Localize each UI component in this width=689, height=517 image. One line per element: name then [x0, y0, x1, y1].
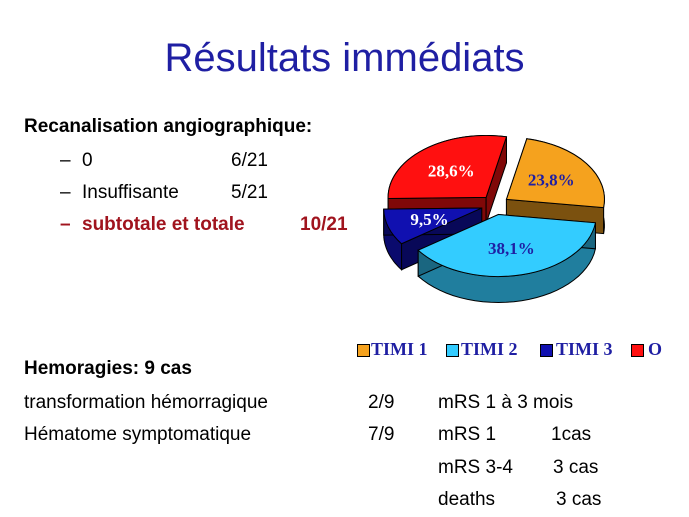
recan-item-label: 0 [82, 150, 93, 171]
hemo-row-label: transformation hémorragique [24, 392, 268, 413]
recan-item-label: Insuffisante [82, 182, 179, 203]
pie-slice-top [505, 138, 605, 209]
pie-data-label: 38,1% [488, 239, 535, 258]
bullet-dash: – [60, 214, 71, 235]
hemorragies-heading: Hemoragies: 9 cas [24, 358, 192, 379]
outcome-label: mRS 3-4 [438, 457, 513, 478]
legend-swatch-timi2 [446, 344, 459, 357]
legend-swatch-timi3 [540, 344, 553, 357]
pie-data-label: 23,8% [528, 170, 575, 189]
pie-slice-top [417, 214, 597, 277]
pie-slice-top [387, 135, 508, 199]
pie-chart: 23,8% 38,1% 9,5% 28,6% [383, 135, 605, 304]
legend-label-o: O [648, 339, 663, 359]
recan-item-value: 6/21 [231, 150, 268, 171]
legend-swatch-o [631, 344, 644, 357]
hemo-row-note: mRS 1 à 3 mois [438, 392, 574, 413]
recanalisation-heading: Recanalisation angiographique: [24, 116, 313, 137]
hemo-row-value: 7/9 [368, 424, 395, 445]
hemo-row-note: mRS 1 [438, 424, 497, 445]
recan-item-value: 10/21 [300, 214, 348, 235]
hemo-row-value: 2/9 [368, 392, 395, 413]
legend-swatch-timi1 [357, 344, 370, 357]
pie-slice-timi3 [383, 207, 483, 271]
bullet-dash: – [60, 182, 71, 203]
outcome-label: deaths [438, 489, 496, 510]
legend-label-timi1: TIMI 1 [371, 339, 428, 359]
recan-item-value: 5/21 [231, 182, 268, 203]
hemo-row-count: 1cas [551, 424, 592, 445]
slide-title: Résultats immédiats [164, 36, 525, 80]
recan-item-label: subtotale et totale [82, 214, 245, 235]
pie-slice-top [383, 207, 482, 245]
legend-label-timi3: TIMI 3 [556, 339, 613, 359]
outcome-value: 3 cas [556, 489, 602, 510]
hemo-row-label: Hématome symptomatique [24, 424, 252, 445]
bullet-dash: – [60, 150, 71, 171]
outcome-value: 3 cas [553, 457, 599, 478]
legend-label-timi2: TIMI 2 [461, 339, 518, 359]
pie-slice-timi2 [417, 213, 597, 304]
pie-data-label: 9,5% [410, 210, 448, 229]
pie-data-label: 28,6% [428, 162, 475, 181]
